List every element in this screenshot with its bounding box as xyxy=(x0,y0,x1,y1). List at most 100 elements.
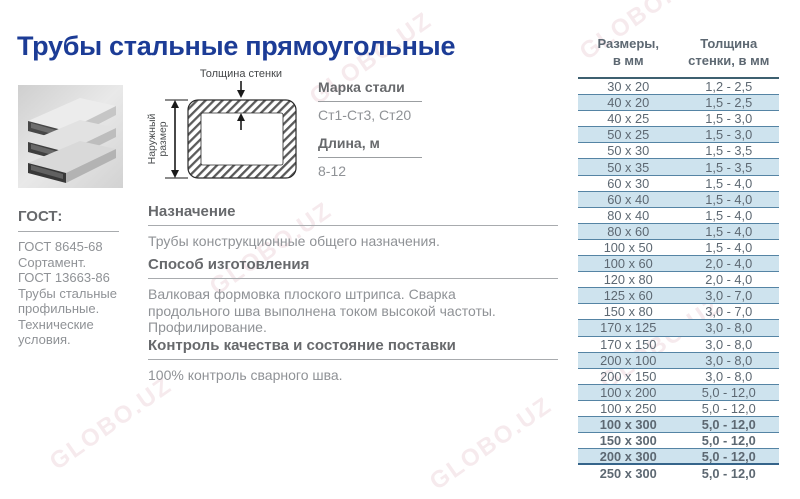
steel-tubes-image xyxy=(18,85,123,188)
thickness-cell: 5,0 - 12,0 xyxy=(701,400,756,416)
size-cell: 100 x 300 xyxy=(599,417,657,433)
thickness-cell: 3,0 - 7,0 xyxy=(705,288,753,304)
thickness-cell: 2,0 - 4,0 xyxy=(705,256,753,272)
table-row: 170 x 150 3,0 - 8,0 xyxy=(578,337,779,353)
sizes-header-line1: Размеры, xyxy=(597,36,660,51)
table-row: 40 x 20 1,5 - 2,5 xyxy=(578,95,779,112)
dim-arrow-up-icon xyxy=(171,100,179,108)
gost-line: Трубы стальные xyxy=(18,285,117,301)
steel-grade-value: Ст1-Ст3, Ст20 xyxy=(318,107,412,123)
size-table: Размеры, в мм Толщина стенки, в мм 30 x … xyxy=(578,31,779,481)
arrow-down-head-icon xyxy=(237,90,245,98)
size-cell: 100 x 250 xyxy=(600,400,657,416)
size-cell: 60 x 30 xyxy=(607,175,650,191)
gost-line: Технические xyxy=(18,316,94,332)
size-cell: 250 x 300 xyxy=(599,465,657,481)
size-cell: 60 x 40 xyxy=(607,191,650,207)
table-row: 150 x 80 3,0 - 7,0 xyxy=(578,304,779,321)
tube-inner-cavity xyxy=(200,112,284,166)
table-row: 200 x 100 3,0 - 8,0 xyxy=(578,352,779,369)
gost-line: ГОСТ 8645-68 xyxy=(18,239,103,254)
thickness-cell: 3,0 - 7,0 xyxy=(705,304,753,320)
specs-panel: Марка стали Ст1-Ст3, Ст20 Длина, м 8-12 xyxy=(318,79,422,191)
size-cell: 120 x 80 xyxy=(603,272,653,288)
wall-thickness-label: Толщина стенки xyxy=(200,68,282,80)
size-cell: 50 x 35 xyxy=(607,159,650,175)
length-value: 8-12 xyxy=(318,163,347,179)
table-row: 100 x 250 5,0 - 12,0 xyxy=(578,401,779,417)
gost-line: условия. xyxy=(18,332,71,347)
thickness-cell: 5,0 - 12,0 xyxy=(701,448,756,464)
section-body: Трубы конструкционные общего назначения. xyxy=(148,233,440,249)
thickness-cell: 5,0 - 12,0 xyxy=(701,417,756,433)
size-cell: 50 x 25 xyxy=(607,127,650,143)
section-manufacturing: Способ изготовления Валковая формовка пл… xyxy=(148,256,558,336)
size-cell: 80 x 40 xyxy=(607,207,650,223)
section-heading: Способ изготовления xyxy=(148,256,558,279)
gost-heading: ГОСТ: xyxy=(18,208,119,232)
table-row: 40 x 25 1,5 - 3,0 xyxy=(578,111,779,128)
gost-panel: ГОСТ: ГОСТ 8645-68 Сортамент. ГОСТ 13663… xyxy=(18,208,130,348)
steel-grade-label: Марка стали xyxy=(318,79,422,102)
sizes-header-line2: в мм xyxy=(612,53,644,68)
table-row: 80 x 40 1,5 - 4,0 xyxy=(578,208,779,224)
outer-size-label-line2: размер xyxy=(157,121,169,156)
size-cell: 40 x 20 xyxy=(607,95,650,111)
size-cell: 200 x 150 xyxy=(600,368,657,384)
sizes-column-header: Размеры, в мм xyxy=(578,35,679,69)
thickness-cell: 1,5 - 4,0 xyxy=(705,191,753,207)
length-label: Длина, м xyxy=(318,135,422,158)
thickness-cell: 3,0 - 8,0 xyxy=(705,336,753,352)
thickness-cell: 5,0 - 12,0 xyxy=(701,433,756,449)
size-cell: 200 x 300 xyxy=(599,448,657,464)
table-row: 80 x 60 1,5 - 4,0 xyxy=(578,223,779,240)
thickness-cell: 1,5 - 4,0 xyxy=(705,223,753,239)
thickness-cell: 2,0 - 4,0 xyxy=(705,272,753,288)
product-photo xyxy=(18,85,123,188)
table-row: 60 x 40 1,5 - 4,0 xyxy=(578,191,779,208)
thickness-cell: 5,0 - 12,0 xyxy=(701,384,756,400)
table-row: 250 x 300 5,0 - 12,0 xyxy=(578,465,779,481)
table-row: 100 x 300 5,0 - 12,0 xyxy=(578,416,779,434)
thickness-cell: 3,0 - 8,0 xyxy=(705,352,753,368)
thickness-cell: 1,5 - 2,5 xyxy=(705,95,753,111)
size-cell: 150 x 300 xyxy=(599,433,657,449)
outer-size-label-line1: Наружный xyxy=(146,113,158,164)
size-cell: 80 x 60 xyxy=(607,223,650,239)
thickness-cell: 3,0 - 8,0 xyxy=(705,368,753,384)
table-row: 200 x 300 5,0 - 12,0 xyxy=(578,448,779,466)
section-purpose: Назначение Трубы конструкционные общего … xyxy=(148,203,558,250)
thickness-header-line2: стенки, в мм xyxy=(688,53,770,68)
thickness-cell: 1,5 - 3,5 xyxy=(705,159,753,175)
thickness-cell: 3,0 - 8,0 xyxy=(705,320,753,336)
thickness-cell: 1,5 - 3,0 xyxy=(705,111,753,127)
section-heading: Контроль качества и состояние поставки xyxy=(148,337,558,360)
size-cell: 150 x 80 xyxy=(603,304,653,320)
thickness-cell: 1,5 - 3,5 xyxy=(705,143,753,159)
table-row: 30 x 20 1,2 - 2,5 xyxy=(578,79,779,96)
dim-arrow-down-icon xyxy=(171,170,179,178)
table-row: 50 x 30 1,5 - 3,5 xyxy=(578,143,779,160)
gost-lines: ГОСТ 8645-68 Сортамент. ГОСТ 13663-86 Тр… xyxy=(18,239,130,348)
table-row: 50 x 35 1,5 - 3,5 xyxy=(578,159,779,176)
table-row: 170 x 125 3,0 - 8,0 xyxy=(578,320,779,337)
section-body: 100% контроль сварного шва. xyxy=(148,367,343,383)
table-row: 125 x 60 3,0 - 7,0 xyxy=(578,288,779,305)
gost-line: профильные. xyxy=(18,301,100,316)
table-row: 100 x 60 2,0 - 4,0 xyxy=(578,256,779,273)
size-table-body: 30 x 20 1,2 - 2,5 40 x 20 1,5 - 2,5 40 x 25 1… xyxy=(578,79,779,481)
section-heading: Назначение xyxy=(148,203,558,226)
table-row: 100 x 50 1,5 - 4,0 xyxy=(578,240,779,257)
size-cell: 170 x 125 xyxy=(600,320,657,336)
gost-line: Сортамент. xyxy=(18,254,87,270)
thickness-cell: 1,2 - 2,5 xyxy=(705,79,753,95)
watermark-text: GLOBO.UZ xyxy=(424,391,558,496)
watermark-text: GLOBO.UZ xyxy=(44,371,178,476)
size-cell: 30 x 20 xyxy=(607,79,650,95)
size-cell: 100 x 60 xyxy=(603,256,653,272)
cross-section-diagram: Толщина стенки Наружный размер xyxy=(145,66,315,184)
table-row: 200 x 150 3,0 - 8,0 xyxy=(578,369,779,385)
thickness-cell: 1,5 - 4,0 xyxy=(705,175,753,191)
thickness-header-line1: Толщина xyxy=(700,36,758,51)
